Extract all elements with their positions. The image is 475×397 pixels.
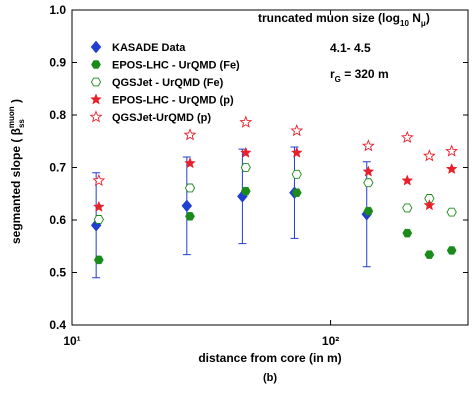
marker	[93, 255, 104, 265]
marker	[240, 163, 251, 172]
legend-marker	[89, 110, 103, 123]
annotation-radius-part: G	[335, 75, 341, 84]
y-axis-label-part: )	[9, 99, 23, 106]
marker	[92, 173, 106, 187]
annotation-title-part: μ	[421, 19, 426, 28]
marker	[291, 169, 302, 179]
annotation-title: truncated muon size (log10 Nμ)	[258, 11, 430, 28]
y-axis-label-part: segmanted slope ( β	[9, 128, 23, 244]
y-tick-label: 1.0	[49, 3, 66, 17]
legend-label: KASADE Data	[112, 42, 186, 54]
legend-marker	[90, 40, 102, 54]
annotation-radius: rG = 320 m	[330, 67, 389, 84]
y-tick-label: 0.6	[49, 213, 66, 227]
legend-label: EPOS-LHC - UrQMD (p)	[112, 95, 234, 107]
marker	[424, 194, 435, 203]
legend-label: QGSJet-UrQMD (p)	[112, 112, 211, 124]
marker	[92, 200, 105, 212]
marker	[422, 149, 436, 162]
caption: (b)	[263, 372, 277, 384]
marker	[402, 203, 413, 213]
y-axis-label-part: ss	[17, 119, 26, 128]
annotation-title-part: 10	[400, 19, 409, 28]
marker	[93, 215, 104, 224]
marker	[445, 162, 458, 175]
marker	[291, 188, 302, 197]
plot-frame	[71, 9, 469, 326]
marker	[423, 199, 436, 211]
marker	[400, 130, 414, 144]
x-tick-label: 10²	[322, 334, 339, 348]
annotation-range: 4.1- 4.5	[330, 41, 371, 55]
y-tick-label: 0.4	[49, 318, 66, 332]
y-tick-label: 0.5	[49, 266, 66, 280]
legend-label: QGSJet - UrQMD (Fe)	[112, 77, 224, 89]
marker	[362, 165, 375, 177]
x-tick-label: 10¹	[63, 334, 80, 348]
marker	[424, 250, 435, 259]
legend-label: EPOS-LHC - UrQMD (Fe)	[112, 60, 240, 72]
y-axis-label-part: muon	[7, 106, 16, 128]
marker	[185, 212, 195, 221]
annotation-title-part: )	[426, 11, 430, 25]
marker	[401, 174, 414, 186]
y-tick-label: 0.9	[49, 56, 66, 70]
marker	[184, 157, 196, 169]
annotation-radius-part: r	[330, 67, 335, 81]
marker	[402, 228, 413, 238]
y-tick-label: 0.7	[49, 161, 66, 175]
marker	[184, 183, 196, 193]
marker	[361, 139, 375, 152]
marker	[446, 246, 457, 255]
annotation-title-part: truncated muon size (log	[258, 11, 400, 25]
y-axis-label: segmanted slope ( βssmuon )	[7, 99, 26, 244]
legend-marker	[91, 60, 101, 69]
legend-marker	[90, 93, 102, 105]
marker	[446, 207, 457, 217]
marker	[363, 206, 374, 216]
annotation-radius-part: = 320 m	[341, 67, 389, 81]
annotation-title-part: N	[409, 11, 421, 25]
marker	[363, 178, 374, 188]
marker	[290, 124, 304, 137]
marker	[445, 144, 459, 157]
y-tick-label: 0.8	[49, 108, 66, 122]
marker	[290, 146, 303, 158]
marker	[240, 186, 251, 196]
x-axis-label: distance from core (in m)	[198, 351, 341, 365]
legend-marker	[90, 77, 102, 87]
marker	[181, 199, 193, 213]
marker	[239, 146, 252, 158]
marker	[183, 128, 197, 141]
marker	[239, 115, 253, 128]
